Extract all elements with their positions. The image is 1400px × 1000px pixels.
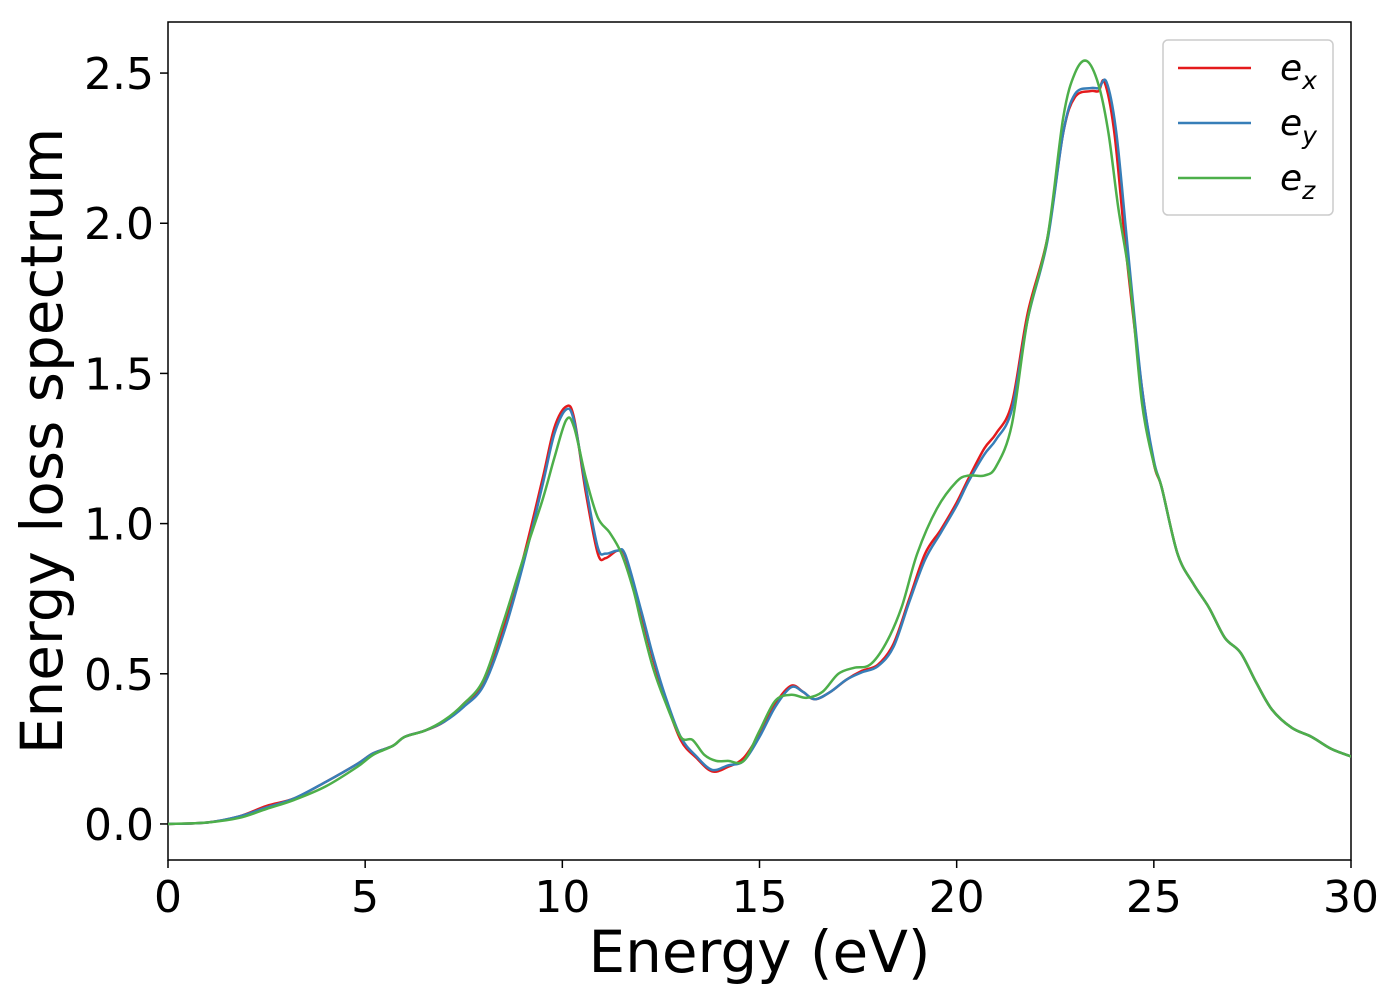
series-line-ey [168, 78, 1351, 826]
series-line-ez [168, 59, 1351, 826]
legend-label-subscript: z [1301, 176, 1316, 205]
y-axis-label: Energy loss spectrum [8, 128, 76, 754]
legend-label: ex [1280, 48, 1317, 95]
x-tick-label: 25 [1126, 872, 1182, 923]
y-tick-label: 2.0 [84, 199, 154, 250]
legend-label-main: e [1280, 48, 1302, 89]
legend-label-subscript: y [1301, 121, 1318, 150]
y-tick-label: 1.0 [84, 500, 154, 551]
x-tick-label: 15 [732, 872, 788, 923]
y-tick-label: 2.5 [84, 49, 154, 100]
y-tick-label: 1.5 [84, 349, 154, 400]
x-tick-label: 10 [534, 872, 590, 923]
x-tick-label: 30 [1323, 872, 1379, 923]
legend-label: ez [1280, 158, 1316, 205]
x-axis-ticks: 0 5 10 15 20 25 30 [154, 860, 1379, 923]
legend-label-main: e [1280, 158, 1302, 199]
legend-box [1162, 39, 1334, 216]
legend-label-main: e [1280, 103, 1302, 144]
x-tick-label: 0 [154, 872, 182, 923]
y-tick-label: 0.0 [84, 800, 154, 851]
x-tick-label: 20 [929, 872, 985, 923]
series-layer [168, 59, 1351, 826]
legend-label-subscript: x [1301, 66, 1317, 95]
y-axis-ticks: 0.0 0.5 1.0 1.5 2.0 2.5 [84, 49, 168, 851]
y-tick-label: 0.5 [84, 650, 154, 701]
x-tick-label: 5 [351, 872, 379, 923]
legend-label: ey [1280, 103, 1318, 150]
x-axis-label: Energy (eV) [588, 918, 930, 986]
